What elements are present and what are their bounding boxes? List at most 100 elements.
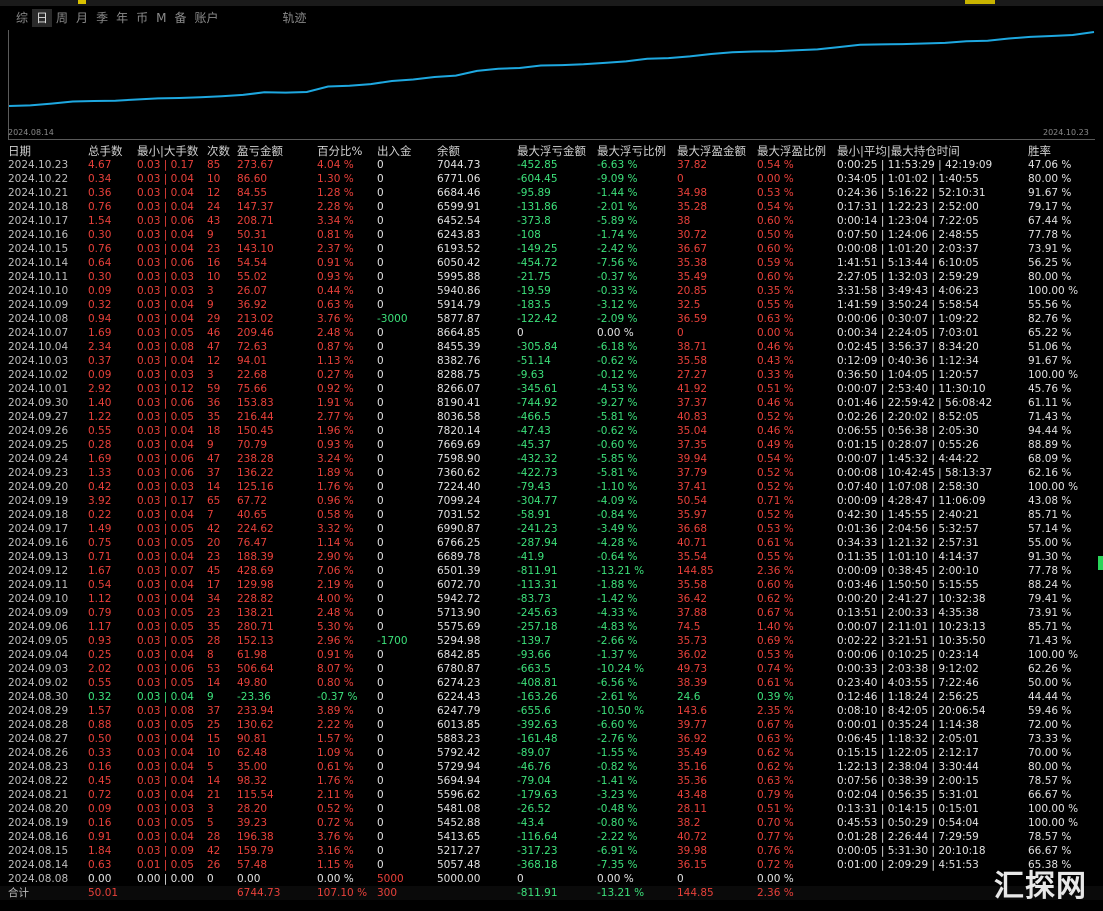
cell-col6: 0 — [377, 453, 384, 465]
cell-col10: 144.85 — [677, 565, 714, 577]
cell-col1: 1.22 — [88, 411, 112, 423]
table-row: 2024.08.29 1.57 0.03 | 0.08 37 233.94 3.89 % 0… — [0, 704, 1103, 718]
tab-2[interactable]: 周 — [56, 11, 69, 25]
cell-col9: 最大浮亏比例 — [597, 144, 666, 158]
cell-col4: 50.31 — [237, 229, 268, 241]
cell-col13: 100.00 % — [1028, 481, 1079, 493]
cell-col12: 0:36:50 | 1:04:05 | 1:20:57 — [837, 369, 979, 381]
cell-col6: 0 — [377, 285, 384, 297]
cell-col10: 37.41 — [677, 481, 708, 493]
cell-col6: 0 — [377, 775, 384, 787]
cell-col3: 23 — [207, 243, 221, 255]
cell-col2: 0.03 | 0.05 — [137, 411, 194, 423]
cell-col1: 0.64 — [88, 257, 112, 269]
table-row: 2024.10.08 0.94 0.03 | 0.04 29 213.02 3.76 % -… — [0, 312, 1103, 326]
cell-col7: 5217.27 — [437, 845, 481, 857]
cell-col7: 6013.85 — [437, 719, 481, 731]
tab-7[interactable]: M — [156, 11, 167, 25]
cell-col2: 0.03 | 0.05 — [137, 607, 194, 619]
table-row: 2024.09.12 1.67 0.03 | 0.07 45 428.69 7.06 % 0… — [0, 564, 1103, 578]
table-row: 2024.09.24 1.69 0.03 | 0.06 47 238.28 3.24 % 0… — [0, 452, 1103, 466]
cell-col2: 0.03 | 0.04 — [137, 733, 194, 745]
cell-col5: 1.30 % — [317, 173, 354, 185]
tab-track[interactable]: 轨迹 — [282, 11, 307, 25]
cell-col7: 5940.86 — [437, 285, 481, 297]
cell-col1: 3.92 — [88, 495, 112, 507]
cell-col1: 1.54 — [88, 215, 112, 227]
cell-col13: 100.00 % — [1028, 649, 1079, 661]
cell-col12: 0:00:25 | 11:53:29 | 42:19:09 — [837, 159, 993, 171]
table-row: 2024.08.22 0.45 0.03 | 0.04 14 98.32 1.76 % 0 5… — [0, 774, 1103, 788]
cell-col5: 0.72 % — [317, 817, 354, 829]
table-row: 2024.10.02 0.09 0.03 | 0.03 3 22.68 0.27 % 0 82… — [0, 368, 1103, 382]
cell-col3: 65 — [207, 495, 221, 507]
tab-6[interactable]: 币 — [136, 11, 149, 25]
cell-col2: 0.03 | 0.07 — [137, 565, 194, 577]
cell-col2: 0.03 | 0.03 — [137, 271, 194, 283]
cell-col5: 0.93 % — [317, 271, 354, 283]
cell-col9: -4.83 % — [597, 621, 638, 633]
cell-col12: 0:13:31 | 0:14:15 | 0:15:01 — [837, 803, 979, 815]
cell-col10: 20.85 — [677, 285, 708, 297]
tab-1[interactable]: 日 — [32, 9, 53, 27]
tab-4[interactable]: 季 — [96, 11, 109, 25]
tab-0[interactable]: 综 — [16, 11, 29, 25]
cell-col8: -183.5 — [517, 299, 551, 311]
cell-col2: 0.03 | 0.04 — [137, 747, 194, 759]
cell-col8: -149.25 — [517, 243, 558, 255]
tab-5[interactable]: 年 — [116, 11, 129, 25]
cell-col10: 74.5 — [677, 621, 701, 633]
cell-col0: 2024.09.05 — [8, 635, 69, 647]
cell-col0: 2024.08.08 — [8, 873, 69, 885]
cell-col1: 0.25 — [88, 649, 112, 661]
cell-col8: -122.42 — [517, 313, 558, 325]
cell-col0: 2024.09.18 — [8, 509, 69, 521]
cell-col0: 2024.08.29 — [8, 705, 69, 717]
cell-col7: 7044.73 — [437, 159, 481, 171]
cell-col7: 5995.88 — [437, 271, 481, 283]
cell-col3: 37 — [207, 705, 221, 717]
cell-col7: 6452.54 — [437, 215, 481, 227]
cell-col12: 0:00:07 | 2:53:40 | 11:30:10 — [837, 383, 986, 395]
cell-col13: 91.67 % — [1028, 187, 1072, 199]
cell-col6: 0 — [377, 243, 384, 255]
cell-col0: 2024.09.02 — [8, 677, 69, 689]
cell-col10: 35.97 — [677, 509, 708, 521]
cell-col9: -1.74 % — [597, 229, 638, 241]
cell-col12: 0:23:40 | 4:03:55 | 7:22:46 — [837, 677, 979, 689]
cell-col0: 2024.10.02 — [8, 369, 69, 381]
cell-col12: 1:41:59 | 3:50:24 | 5:58:54 — [837, 299, 979, 311]
cell-col6: 0 — [377, 299, 384, 311]
table-row: 2024.09.17 1.49 0.03 | 0.05 42 224.62 3.32 % 0… — [0, 522, 1103, 536]
cell-col6: 0 — [377, 201, 384, 213]
cell-col11: 0.52 % — [757, 411, 794, 423]
cell-col5: 3.16 % — [317, 845, 354, 857]
cell-col1: 50.01 — [88, 887, 119, 899]
tab-3[interactable]: 月 — [76, 11, 89, 25]
cell-col13: 85.71 % — [1028, 621, 1072, 633]
cell-col4: -23.36 — [237, 691, 271, 703]
cell-col10: 35.04 — [677, 425, 708, 437]
cell-col5: 3.24 % — [317, 453, 354, 465]
cell-col10: 49.73 — [677, 663, 708, 675]
cell-col0: 2024.09.30 — [8, 397, 69, 409]
cell-col13: 59.46 % — [1028, 705, 1072, 717]
cell-col7: 6247.79 — [437, 705, 481, 717]
cell-col1: 0.50 — [88, 733, 112, 745]
cell-col12: 0:00:07 | 2:11:01 | 10:23:13 — [837, 621, 986, 633]
cell-col10: 37.79 — [677, 467, 708, 479]
cell-col10: 37.37 — [677, 397, 708, 409]
cell-col13: 66.67 % — [1028, 845, 1072, 857]
cell-col5: 4.00 % — [317, 593, 354, 605]
cell-col5: 2.28 % — [317, 201, 354, 213]
cell-col11: 0.51 % — [757, 383, 794, 395]
cell-col3: 34 — [207, 593, 221, 605]
tab-8[interactable]: 备 — [174, 11, 187, 25]
cell-col3: 14 — [207, 775, 221, 787]
cell-col6: 0 — [377, 663, 384, 675]
cell-col12: 0:00:06 | 0:10:25 | 0:23:14 — [837, 649, 979, 661]
cell-col4: 62.48 — [237, 747, 268, 759]
cell-col7: 5452.88 — [437, 817, 481, 829]
cell-col9: -3.23 % — [597, 789, 638, 801]
tab-9[interactable]: 账户 — [194, 11, 219, 25]
